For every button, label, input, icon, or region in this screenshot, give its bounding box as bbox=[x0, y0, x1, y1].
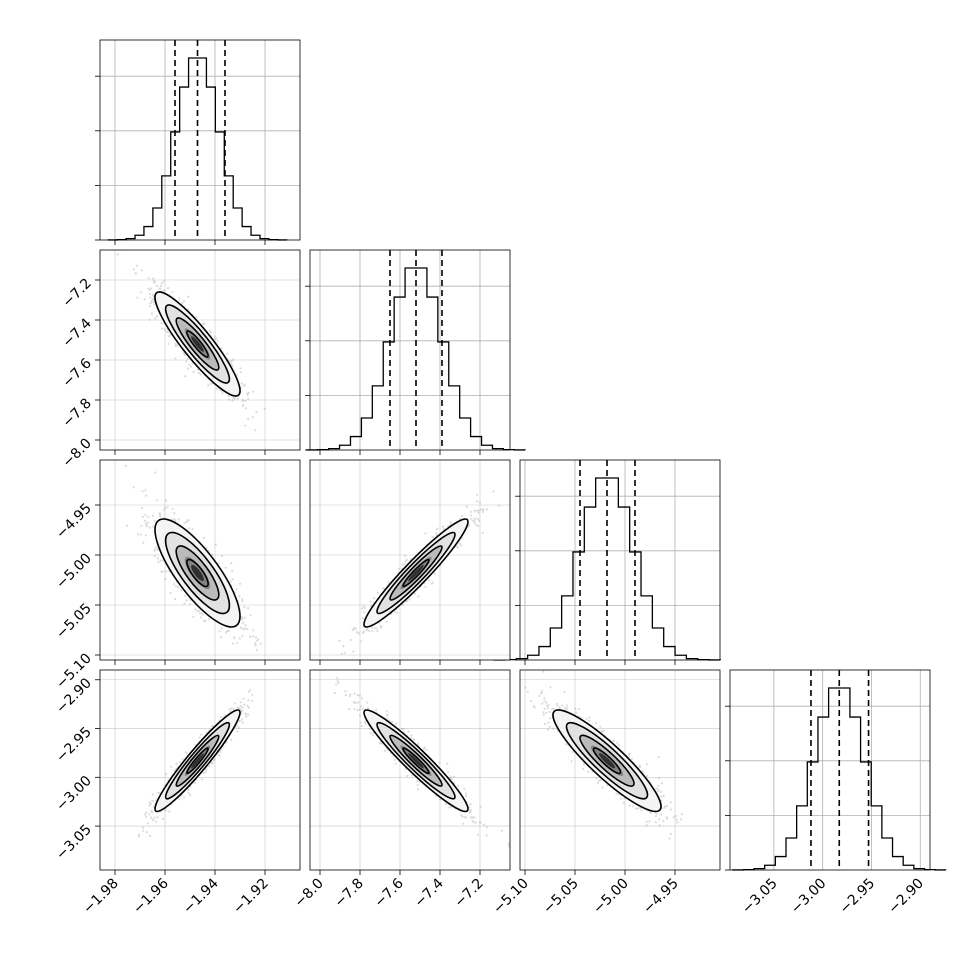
y-tick-label: −7.4 bbox=[59, 315, 94, 350]
scatter-panel-3-1 bbox=[95, 459, 301, 665]
y-tick-label: −8.0 bbox=[59, 436, 94, 471]
contour-line-1 bbox=[154, 518, 241, 628]
panel-frame bbox=[309, 249, 511, 451]
panel-frame bbox=[99, 39, 301, 241]
panel-frame bbox=[99, 249, 301, 451]
contour-line-3 bbox=[579, 734, 635, 787]
hist-panel-2 bbox=[305, 249, 526, 455]
contour-line-2 bbox=[164, 721, 231, 800]
y-tick-label: −3.00 bbox=[53, 773, 95, 815]
density-level-5 bbox=[598, 753, 616, 769]
contour-line-3 bbox=[389, 734, 443, 787]
panel-frame bbox=[99, 669, 301, 871]
x-tick-label: −3.05 bbox=[739, 876, 781, 918]
x-tick-label: −2.95 bbox=[837, 876, 879, 918]
contour-line-3 bbox=[175, 545, 220, 601]
y-tick-label: −2.95 bbox=[53, 724, 95, 766]
contour-line-2 bbox=[376, 721, 456, 800]
contour-line-1 bbox=[363, 518, 469, 628]
density-level-5 bbox=[191, 336, 204, 352]
hist-panel-4 bbox=[725, 669, 947, 871]
x-tick-label: −8.0 bbox=[291, 876, 326, 911]
x-tick-label: −7.4 bbox=[411, 875, 446, 910]
x-tick-label: −7.6 bbox=[371, 875, 406, 910]
panel-background bbox=[100, 40, 300, 240]
contour-line-3 bbox=[389, 545, 443, 601]
x-tick-label: −1.94 bbox=[180, 875, 222, 917]
contour-line-4 bbox=[402, 558, 430, 588]
panel-frame bbox=[519, 669, 721, 871]
panel-frame bbox=[519, 459, 721, 661]
x-tick-label: −3.00 bbox=[788, 876, 830, 918]
contour-line-2 bbox=[565, 721, 649, 800]
x-tick-label: −1.92 bbox=[230, 876, 272, 918]
y-tick-label: −5.05 bbox=[53, 601, 95, 643]
panel-background bbox=[310, 250, 510, 450]
contour-line-1 bbox=[363, 709, 469, 813]
x-tick-label: −1.96 bbox=[130, 875, 172, 917]
contour-line-4 bbox=[402, 747, 430, 775]
density-level-5 bbox=[408, 753, 424, 769]
scatter-panel-4-1 bbox=[95, 669, 301, 875]
y-tick-label: −7.2 bbox=[59, 276, 94, 311]
y-tick-label: −3.05 bbox=[53, 822, 95, 864]
density-level-5 bbox=[408, 564, 424, 582]
x-tick-label: −4.95 bbox=[640, 876, 682, 918]
contour-line-1 bbox=[154, 709, 241, 813]
x-tick-label: −5.05 bbox=[540, 876, 582, 918]
y-tick-label: −4.95 bbox=[53, 501, 95, 543]
histogram-step bbox=[492, 477, 722, 661]
x-tick-label: −7.8 bbox=[331, 876, 366, 911]
scatter-panel-2-1 bbox=[95, 249, 301, 455]
panel-background bbox=[730, 670, 930, 870]
hist-panel-1 bbox=[95, 39, 301, 245]
panel-background bbox=[310, 460, 510, 660]
hist-panel-3 bbox=[492, 459, 722, 665]
contour-line-1 bbox=[154, 291, 241, 397]
scatter-panel-4-2 bbox=[309, 669, 511, 875]
x-tick-label: −1.98 bbox=[80, 876, 122, 918]
panel-frame bbox=[309, 669, 511, 871]
histogram-step bbox=[107, 57, 288, 241]
panel-frame bbox=[99, 459, 301, 661]
density-level-5 bbox=[191, 564, 204, 582]
panel-frame bbox=[309, 459, 511, 661]
density-level-5 bbox=[191, 753, 204, 769]
contour-line-3 bbox=[175, 317, 220, 371]
contour-line-3 bbox=[175, 734, 220, 787]
contour-line-2 bbox=[164, 304, 231, 384]
contour-line-2 bbox=[164, 531, 231, 615]
y-tick-label: −7.6 bbox=[59, 355, 94, 390]
contour-line-4 bbox=[592, 747, 622, 775]
contour-line-4 bbox=[186, 747, 209, 775]
histogram-step bbox=[732, 687, 947, 871]
contour-line-1 bbox=[552, 709, 662, 813]
x-tick-label: −5.00 bbox=[590, 876, 632, 918]
y-tick-label: −7.8 bbox=[59, 396, 94, 431]
panel-background bbox=[520, 460, 720, 660]
x-tick-label: −5.10 bbox=[490, 876, 532, 918]
x-tick-label: −7.2 bbox=[451, 876, 486, 911]
scatter-panel-4-3 bbox=[519, 669, 721, 875]
x-tick-label: −2.90 bbox=[885, 876, 927, 918]
panel-frame bbox=[729, 669, 931, 871]
scatter-panel-3-2 bbox=[309, 459, 511, 665]
contour-line-4 bbox=[186, 330, 209, 358]
histogram-step bbox=[306, 267, 526, 451]
y-tick-label: −5.00 bbox=[53, 551, 95, 593]
contour-line-4 bbox=[186, 558, 209, 588]
contour-line-2 bbox=[376, 531, 456, 615]
